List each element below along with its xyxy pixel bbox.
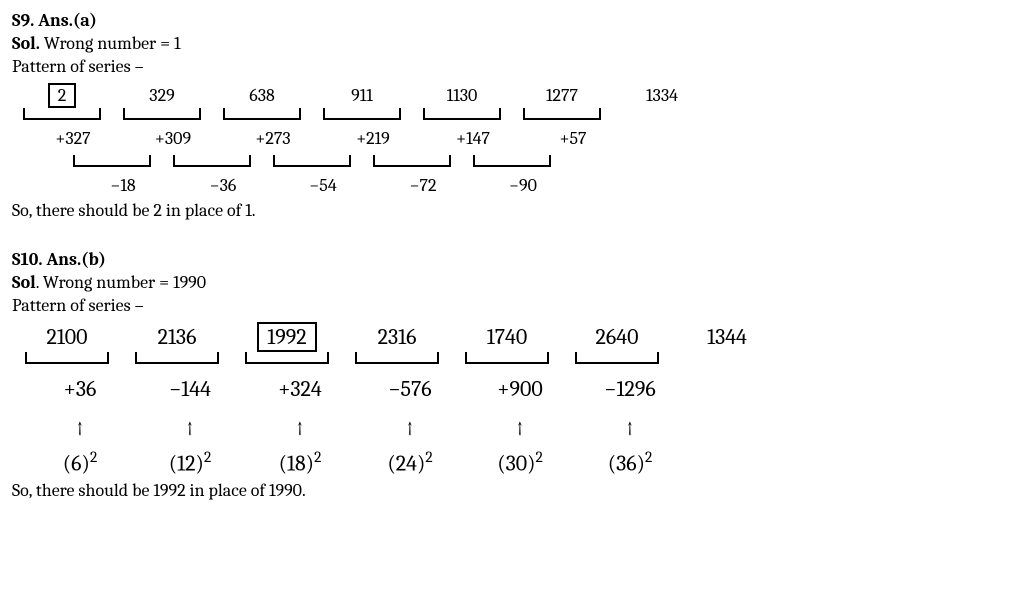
square-base: (36)2 xyxy=(575,448,685,476)
s9-diff-row-1: +327+309+273+219+147+57 xyxy=(23,128,1006,149)
bracket xyxy=(273,155,351,175)
square-base: (24)2 xyxy=(355,448,465,476)
series-number: 1992 xyxy=(232,322,342,352)
up-arrow-icon: ↑ xyxy=(135,416,245,442)
bracket xyxy=(423,108,501,128)
up-arrow-icon: ↑ xyxy=(245,416,355,442)
series-number: 1740 xyxy=(452,324,562,350)
diff-value: −54 xyxy=(273,175,373,196)
diff-value: −1296 xyxy=(575,376,685,402)
up-arrow-icon: ↑ xyxy=(575,416,685,442)
square-base: (12)2 xyxy=(135,448,245,476)
series-number: 911 xyxy=(312,85,412,106)
s9-bracket-row-2 xyxy=(73,155,1006,175)
series-number: 1277 xyxy=(512,85,612,106)
diff-value: +147 xyxy=(423,128,523,149)
bracket xyxy=(355,352,439,372)
up-arrow-icon: ↑ xyxy=(465,416,575,442)
s10-numbers-row: 2100213619922316174026401344 xyxy=(12,322,1006,352)
series-number: 2640 xyxy=(562,324,672,350)
square-base: (6)2 xyxy=(25,448,135,476)
bracket xyxy=(73,155,151,175)
diff-value: −576 xyxy=(355,376,465,402)
series-number: 2136 xyxy=(122,324,232,350)
diff-value: −36 xyxy=(173,175,273,196)
series-number: 2100 xyxy=(12,324,122,350)
bracket xyxy=(23,108,101,128)
bracket xyxy=(245,352,329,372)
series-number: 1130 xyxy=(412,85,512,106)
s10-diff-row-1: +36−144+324−576+900−1296 xyxy=(25,376,1006,402)
up-arrow-icon: ↑ xyxy=(25,416,135,442)
s9-header: S9. Ans.(a) xyxy=(12,10,1006,31)
diff-value: −72 xyxy=(373,175,473,196)
series-number: 2316 xyxy=(342,324,452,350)
bracket xyxy=(575,352,659,372)
diff-value: −18 xyxy=(73,175,173,196)
up-arrow-icon: ↑ xyxy=(355,416,465,442)
s10-squares-row: (6)2(12)2(18)2(24)2(30)2(36)2 xyxy=(25,448,1006,476)
s10-header: S10. Ans.(b) xyxy=(12,249,1006,270)
bracket xyxy=(523,108,601,128)
diff-value: +324 xyxy=(245,376,355,402)
series-number: 329 xyxy=(112,85,212,106)
diff-value: +900 xyxy=(465,376,575,402)
s10-sol-text: . Wrong number = 1990 xyxy=(36,272,206,293)
s9-series: 2329638911113012771334 +327+309+273+219+… xyxy=(12,83,1006,196)
s9-numbers-row: 2329638911113012771334 xyxy=(12,83,1006,108)
series-number: 638 xyxy=(212,85,312,106)
bracket xyxy=(135,352,219,372)
s10-sol-label: Sol xyxy=(12,272,36,293)
diff-value: +309 xyxy=(123,128,223,149)
bracket xyxy=(173,155,251,175)
bracket xyxy=(465,352,549,372)
bracket xyxy=(25,352,109,372)
series-number: 1334 xyxy=(612,85,712,106)
s9-sol-text: Wrong number = 1 xyxy=(40,33,181,54)
s10-series: 2100213619922316174026401344 +36−144+324… xyxy=(12,322,1006,476)
s9-pattern-label: Pattern of series – xyxy=(12,56,1006,77)
series-number: 1344 xyxy=(672,324,782,350)
square-base: (30)2 xyxy=(465,448,575,476)
s9-bracket-row-1 xyxy=(23,108,1006,128)
s10-block: S10. Ans.(b) Sol. Wrong number = 1990 Pa… xyxy=(12,249,1006,501)
series-number: 2 xyxy=(12,83,112,108)
diff-value: −90 xyxy=(473,175,573,196)
diff-value: +219 xyxy=(323,128,423,149)
s10-pattern-label: Pattern of series – xyxy=(12,295,1006,316)
diff-value: +327 xyxy=(23,128,123,149)
bracket xyxy=(223,108,301,128)
s9-diff-row-2: −18−36−54−72−90 xyxy=(73,175,1006,196)
diff-value: −144 xyxy=(135,376,245,402)
bracket xyxy=(123,108,201,128)
bracket xyxy=(323,108,401,128)
s9-block: S9. Ans.(a) Sol. Wrong number = 1 Patter… xyxy=(12,10,1006,221)
s10-conclusion: So, there should be 1992 in place of 199… xyxy=(12,480,1006,501)
diff-value: +36 xyxy=(25,376,135,402)
s9-sol-line: Sol. Wrong number = 1 xyxy=(12,33,1006,54)
bracket xyxy=(373,155,451,175)
diff-value: +57 xyxy=(523,128,623,149)
s9-conclusion: So, there should be 2 in place of 1. xyxy=(12,200,1006,221)
s10-arrow-row: ↑↑↑↑↑↑ xyxy=(25,416,1006,442)
s10-bracket-row-1 xyxy=(25,352,1006,372)
s10-sol-line: Sol. Wrong number = 1990 xyxy=(12,272,1006,293)
square-base: (18)2 xyxy=(245,448,355,476)
bracket xyxy=(473,155,551,175)
s9-sol-label: Sol. xyxy=(12,33,40,54)
diff-value: +273 xyxy=(223,128,323,149)
